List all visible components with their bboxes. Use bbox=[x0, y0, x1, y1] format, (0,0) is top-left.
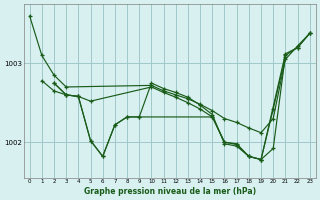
X-axis label: Graphe pression niveau de la mer (hPa): Graphe pression niveau de la mer (hPa) bbox=[84, 187, 256, 196]
